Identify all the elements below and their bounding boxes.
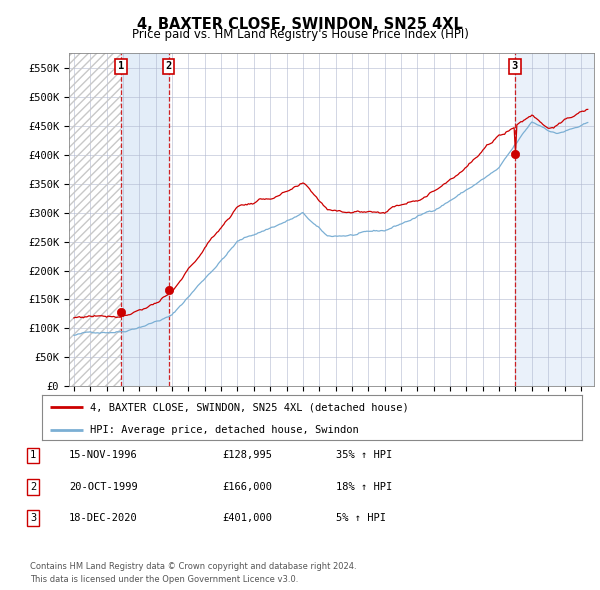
Text: £128,995: £128,995 bbox=[222, 451, 272, 460]
Text: 4, BAXTER CLOSE, SWINDON, SN25 4XL (detached house): 4, BAXTER CLOSE, SWINDON, SN25 4XL (deta… bbox=[89, 402, 408, 412]
Bar bbox=[69, 53, 121, 386]
Text: 3: 3 bbox=[512, 61, 518, 71]
Text: 4, BAXTER CLOSE, SWINDON, SN25 4XL: 4, BAXTER CLOSE, SWINDON, SN25 4XL bbox=[137, 17, 463, 31]
Bar bbox=[515, 53, 594, 386]
Text: £166,000: £166,000 bbox=[222, 482, 272, 491]
Text: 15-NOV-1996: 15-NOV-1996 bbox=[69, 451, 138, 460]
Text: 20-OCT-1999: 20-OCT-1999 bbox=[69, 482, 138, 491]
Text: 1: 1 bbox=[30, 451, 36, 460]
Text: 2: 2 bbox=[166, 61, 172, 71]
Text: 3: 3 bbox=[30, 513, 36, 523]
Text: 1: 1 bbox=[118, 61, 124, 71]
Bar bbox=[121, 53, 169, 386]
Text: Contains HM Land Registry data © Crown copyright and database right 2024.: Contains HM Land Registry data © Crown c… bbox=[30, 562, 356, 571]
Text: HPI: Average price, detached house, Swindon: HPI: Average price, detached house, Swin… bbox=[89, 425, 358, 435]
Text: 5% ↑ HPI: 5% ↑ HPI bbox=[336, 513, 386, 523]
Text: 35% ↑ HPI: 35% ↑ HPI bbox=[336, 451, 392, 460]
Text: 18-DEC-2020: 18-DEC-2020 bbox=[69, 513, 138, 523]
Text: This data is licensed under the Open Government Licence v3.0.: This data is licensed under the Open Gov… bbox=[30, 575, 298, 584]
Text: 2: 2 bbox=[30, 482, 36, 491]
Text: Price paid vs. HM Land Registry's House Price Index (HPI): Price paid vs. HM Land Registry's House … bbox=[131, 28, 469, 41]
Text: £401,000: £401,000 bbox=[222, 513, 272, 523]
Bar bbox=[69, 53, 121, 386]
Text: 18% ↑ HPI: 18% ↑ HPI bbox=[336, 482, 392, 491]
